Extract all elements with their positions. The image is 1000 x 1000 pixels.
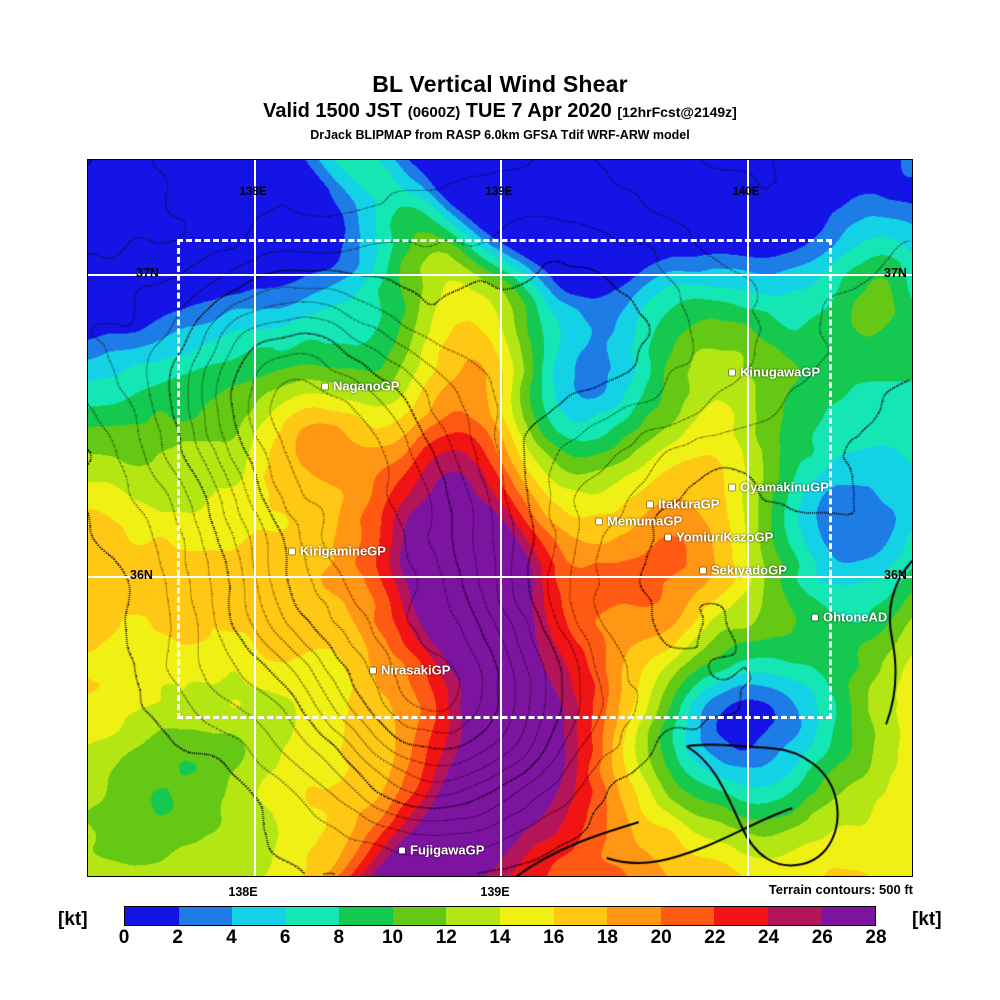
station-marker-icon (322, 383, 328, 389)
colorbar-swatch-3 (285, 907, 340, 925)
colorbar-swatch-2 (232, 907, 286, 925)
station-kirigaminegp[interactable]: KirigamineGP (289, 544, 386, 559)
station-label: NirasakiGP (381, 662, 451, 678)
terrain-contour-note: Terrain contours: 500 ft (768, 882, 913, 897)
valid-time-utc: (0600Z) (407, 104, 461, 121)
station-label: NaganoGP (333, 378, 400, 394)
colorbar-swatch-12 (767, 907, 822, 925)
station-marker-icon (700, 567, 706, 573)
model-source-line: DrJack BLIPMAP from RASP 6.0km GFSA Tdif… (310, 128, 690, 142)
colorbar-tick-labels: 0 2 4 6 8 10 12 14 16 18 20 22 24 26 28 (119, 927, 887, 951)
lat-tick-left-36n: 36N (130, 568, 153, 582)
station-label: YomiuriKazoGP (676, 529, 774, 545)
station-itakuragp[interactable]: ItakuraGP (647, 497, 719, 512)
station-sekiyadogp[interactable]: SekiyadoGP (700, 563, 787, 578)
station-label: FujigawaGP (410, 842, 485, 858)
colorbar-tick-22: 22 (704, 927, 726, 948)
colorbar-tick-8: 8 (333, 927, 345, 948)
station-oyamakinugp[interactable]: OyamakinuGP (729, 480, 829, 495)
colorbar-tick-28: 28 (865, 927, 887, 948)
colorbar-swatch-0 (125, 907, 179, 925)
colorbar-swatch-10 (660, 907, 715, 925)
valid-date: TUE 7 Apr 2020 (465, 100, 612, 122)
colorbar-tick-14: 14 (489, 927, 511, 948)
colorbar-tick-2: 2 (172, 927, 183, 948)
station-marker-icon (665, 534, 671, 540)
colorbar-tick-20: 20 (650, 927, 672, 948)
colorbar-swatch-9 (607, 907, 661, 925)
station-label: OyamakinuGP (740, 479, 829, 495)
station-marker-icon (370, 667, 376, 673)
station-label: MemumaGP (607, 513, 683, 529)
colorbar-tick-26: 26 (811, 927, 833, 948)
forecast-tag: [12hrFcst@2149z] (617, 104, 737, 120)
colorbar-swatch-5 (392, 907, 447, 925)
colorbar: 0 2 4 6 8 10 12 14 16 18 20 22 24 26 28 (0, 906, 1000, 952)
station-label: ItakuraGP (658, 496, 720, 512)
station-marker-icon (289, 548, 295, 554)
colorbar-swatch-8 (553, 907, 608, 925)
colorbar-swatch-13 (821, 907, 876, 925)
station-marker-icon (596, 518, 602, 524)
colorbar-tick-6: 6 (279, 927, 291, 948)
gridline-lat-37n (88, 274, 912, 276)
station-label: KirigamineGP (300, 543, 386, 559)
lat-tick-right-36n: 36N (884, 568, 907, 582)
colorbar-swatch-7 (500, 907, 554, 925)
valid-time-prefix: Valid 1500 JST (263, 100, 403, 122)
colorbar-units-left: [kt] (58, 909, 88, 930)
station-fujigawagp[interactable]: FujigawaGP (399, 843, 484, 858)
station-kinugawagp[interactable]: KinugawaGP (729, 365, 820, 380)
colorbar-swatch-11 (714, 907, 768, 925)
colorbar-tick-10: 10 (381, 927, 404, 948)
station-marker-icon (729, 369, 735, 375)
station-memumagp[interactable]: MemumaGP (596, 514, 682, 529)
colorbar-units-right: [kt] (912, 909, 942, 930)
colorbar-tick-0: 0 (118, 927, 130, 948)
gridline-lon-138e (254, 160, 256, 876)
station-ohtonead[interactable]: OhtoneAD (812, 610, 887, 625)
station-marker-icon (399, 847, 405, 853)
lon-tick-bottom-0: 138E (228, 885, 258, 899)
station-yomiurikazogp[interactable]: YomiuriKazoGP (665, 530, 773, 545)
colorbar-tick-16: 16 (543, 927, 565, 948)
lon-tick-top-0: 138E (239, 186, 267, 198)
lat-tick-right-37n: 37N (884, 266, 907, 280)
lon-tick-bottom-1: 139E (480, 885, 510, 899)
station-naganogp[interactable]: NaganoGP (322, 379, 399, 394)
station-label: KinugawaGP (740, 364, 821, 380)
colorbar-tick-18: 18 (596, 927, 618, 948)
weather-map[interactable] (87, 159, 913, 877)
station-marker-icon (647, 501, 653, 507)
station-marker-icon (729, 484, 735, 490)
gridline-lon-140e (747, 160, 749, 876)
colorbar-swatches (124, 906, 876, 926)
station-label: SekiyadoGP (711, 562, 787, 578)
lat-tick-left-37n: 37N (136, 266, 159, 280)
colorbar-swatch-6 (446, 907, 501, 925)
gridline-lat-36n (88, 576, 912, 578)
colorbar-tick-4: 4 (226, 927, 237, 948)
lon-tick-top-2: 140E (732, 186, 760, 198)
colorbar-tick-24: 24 (757, 927, 780, 948)
title-block: BL Vertical Wind Shear Valid 1500 JST (0… (0, 72, 1000, 144)
station-label: OhtoneAD (823, 609, 888, 625)
gridline-lon-139e (500, 160, 502, 876)
colorbar-swatch-1 (178, 907, 233, 925)
station-nirasakigp[interactable]: NirasakiGP (370, 663, 450, 678)
valid-time-line: Valid 1500 JST (0600Z) TUE 7 Apr 2020 [1… (0, 99, 1000, 125)
page-title: BL Vertical Wind Shear (372, 71, 628, 97)
colorbar-tick-12: 12 (435, 927, 457, 948)
station-marker-icon (812, 614, 818, 620)
colorbar-swatch-4 (339, 907, 393, 925)
lon-tick-top-1: 139E (485, 186, 513, 198)
